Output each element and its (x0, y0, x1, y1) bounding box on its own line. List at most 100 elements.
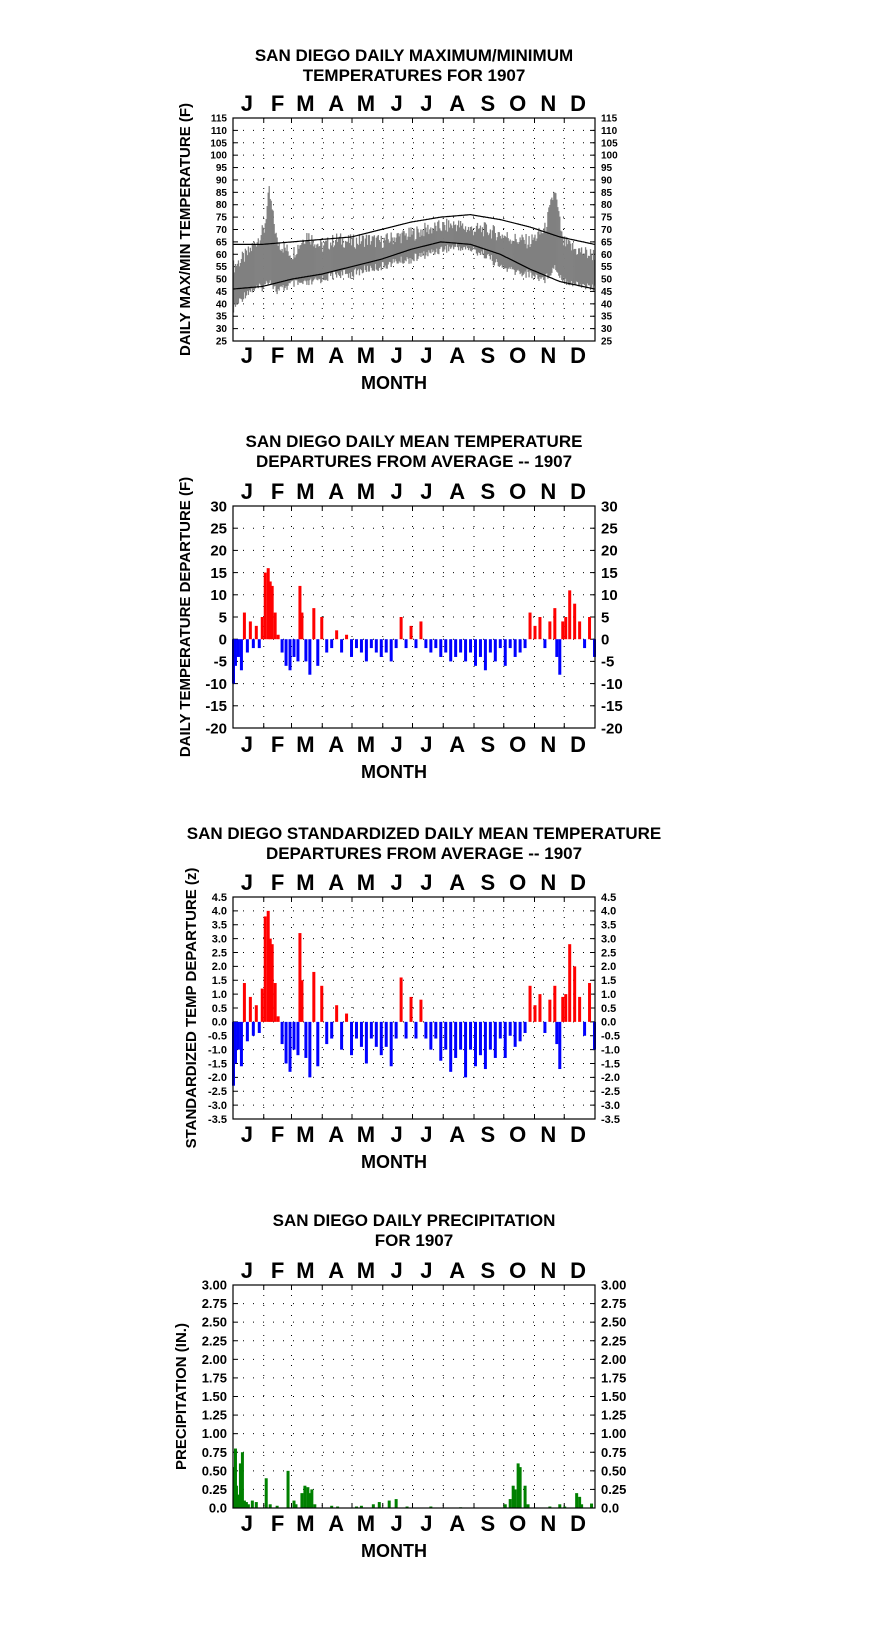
y-tick-label-left: 105 (210, 138, 227, 149)
data-bar (568, 590, 572, 640)
data-bar (242, 612, 246, 640)
data-bar (439, 1021, 443, 1061)
data-bar (503, 1021, 507, 1058)
data-bar (564, 994, 568, 1022)
data-bar (561, 996, 565, 1022)
data-bar (242, 983, 246, 1022)
data-bar (478, 639, 482, 657)
month-label-top: O (509, 870, 526, 895)
month-label-top: F (271, 870, 284, 895)
data-bar (583, 639, 587, 649)
y-tick-label-left: 40 (216, 299, 228, 310)
y-tick-label-left: 3.00 (202, 1278, 227, 1293)
data-bar (568, 944, 572, 1022)
y-tick-label-right: 55 (601, 262, 613, 273)
month-label-top: M (296, 479, 314, 504)
data-bar (300, 612, 304, 640)
data-bar (246, 1504, 250, 1508)
month-label-bottom: D (570, 343, 586, 368)
data-bar (264, 1478, 268, 1508)
data-bar (276, 1016, 280, 1022)
month-label-bottom: M (296, 343, 314, 368)
data-bar (528, 612, 532, 640)
y-tick-label-left: 45 (216, 287, 228, 298)
data-bar (245, 639, 249, 653)
data-bar (325, 639, 329, 653)
y-tick-label-left: 60 (216, 250, 228, 261)
data-bar (284, 1021, 288, 1064)
data-bar (276, 634, 280, 640)
data-bar (389, 1021, 393, 1067)
month-label-bottom: M (357, 732, 375, 757)
month-label-top: A (328, 91, 344, 116)
data-bar (369, 1021, 373, 1039)
data-bar (444, 1021, 448, 1050)
y-tick-label-right: 10 (601, 587, 618, 604)
data-bar (280, 1021, 284, 1045)
data-bar (335, 1005, 339, 1022)
data-bar (251, 1021, 255, 1036)
month-label-top: J (241, 479, 253, 504)
y-tick-label-left: -2.5 (208, 1086, 227, 1098)
month-label-bottom: N (540, 343, 556, 368)
month-label-top: S (481, 870, 496, 895)
y-tick-label-left: 50 (216, 275, 228, 286)
data-bar (469, 1021, 473, 1050)
month-label-top: A (328, 479, 344, 504)
y-tick-label-right: -3.5 (601, 1114, 620, 1126)
month-label-bottom: M (357, 1511, 375, 1536)
month-label-top: J (420, 479, 432, 504)
data-bar (234, 1485, 238, 1508)
y-tick-label-right: 0.25 (601, 1482, 626, 1497)
month-label-bottom: A (328, 732, 344, 757)
data-bar (270, 944, 274, 1022)
data-bar (312, 971, 316, 1022)
data-bar (478, 1021, 482, 1056)
y-tick-label-left: 100 (210, 151, 227, 162)
data-bar (516, 1463, 520, 1508)
y-tick-label-right: 5 (601, 609, 609, 626)
data-bar (459, 1021, 463, 1050)
month-label-top: J (391, 1258, 403, 1283)
data-bar (543, 639, 547, 649)
y-tick-label-left: 0.25 (202, 1482, 227, 1497)
month-label-bottom: F (271, 1511, 284, 1536)
month-label-bottom: J (241, 343, 253, 368)
data-bar (306, 1487, 310, 1508)
data-bar (384, 639, 388, 653)
data-bar (429, 1506, 433, 1508)
data-bar (268, 938, 272, 1022)
y-tick-label-right: 80 (601, 200, 613, 211)
data-bar (414, 1021, 418, 1039)
y-tick-label-left: 20 (210, 543, 227, 560)
y-tick-label-left: 95 (216, 163, 228, 174)
data-bar (526, 1504, 530, 1508)
data-bar (389, 639, 393, 662)
y-tick-label-left: 30 (210, 498, 227, 515)
data-bar (429, 639, 433, 653)
plot-frame (232, 896, 596, 1120)
y-tick-label-right: 75 (601, 213, 613, 224)
data-bar (268, 581, 272, 640)
y-tick-label-left: 1.50 (202, 1389, 227, 1404)
y-tick-label-left: 30 (216, 324, 228, 335)
data-bar (236, 1494, 240, 1508)
data-bar (483, 1021, 487, 1070)
y-tick-label-right: 1.00 (601, 1426, 626, 1441)
month-label-top: O (509, 1258, 526, 1283)
y-tick-label-right: 25 (601, 337, 613, 348)
month-label-bottom: S (481, 732, 496, 757)
y-tick-label-right: -2.5 (601, 1086, 620, 1098)
month-label-top: F (271, 91, 284, 116)
data-bar (300, 1493, 304, 1508)
y-tick-label-right: 2.00 (601, 1352, 626, 1367)
y-tick-label-right: 1.0 (601, 989, 616, 1001)
data-bar (369, 639, 373, 649)
data-bar (588, 983, 592, 1022)
y-tick-label-left: 10 (210, 587, 227, 604)
y-tick-label-right: 85 (601, 188, 613, 199)
data-bar (288, 1021, 292, 1072)
data-bar (469, 639, 473, 653)
y-tick-label-left: 5 (219, 609, 227, 626)
data-bar (459, 639, 463, 653)
